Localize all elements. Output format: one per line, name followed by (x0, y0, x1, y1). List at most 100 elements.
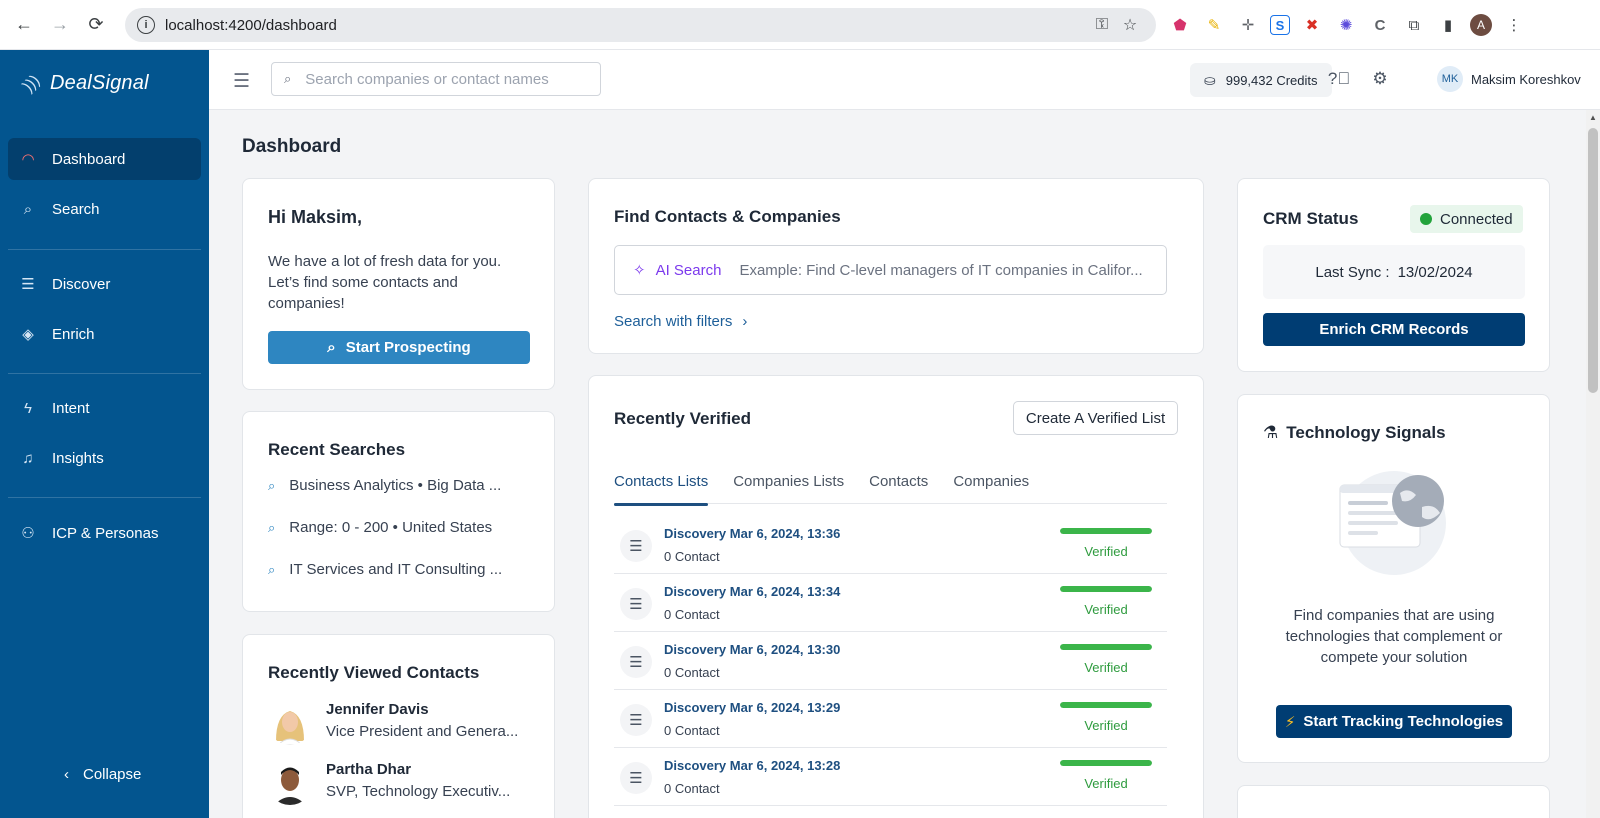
sidebar-item-dashboard[interactable]: ◠ Dashboard (8, 138, 201, 180)
sidebar-item-discover[interactable]: ☰ Discover (8, 263, 201, 305)
sidebar-item-icp-personas[interactable]: ⚇ ICP & Personas (8, 512, 201, 554)
recent-search-item[interactable]: ⌕ Range: 0 - 200 • United States (268, 519, 493, 536)
tab-contacts-lists[interactable]: Contacts Lists (614, 458, 709, 506)
list-name[interactable]: Discovery Mar 6, 2024, 13:29 (664, 700, 841, 715)
sidebar-item-insights[interactable]: ♫ Insights (8, 437, 201, 479)
user-menu[interactable]: MK Maksim Koreshkov (1437, 66, 1581, 92)
help-icon[interactable]: ?⃝ (1327, 69, 1351, 88)
verification-status: Verified (1084, 776, 1128, 791)
list-name[interactable]: Discovery Mar 6, 2024, 13:34 (664, 584, 841, 599)
greeting-text: We have a lot of fresh data for you. Let… (268, 253, 502, 312)
verified-list-row[interactable]: ☰ Discovery Mar 6, 2024, 13:34 0 Contact… (614, 574, 1167, 632)
recent-search-item[interactable]: ⌕ IT Services and IT Consulting ... (268, 561, 503, 578)
magic-wand-icon: ✧ (633, 262, 646, 279)
recent-search-item[interactable]: ⌕ Business Analytics • Big Data ... (268, 477, 502, 494)
recently-viewed-card: Recently Viewed Contacts Jennifer Davis … (242, 634, 555, 818)
extension-icon[interactable]: ✎ (1207, 17, 1221, 34)
key-icon[interactable]: ⚿ (1095, 16, 1109, 33)
technology-illustration (1336, 467, 1452, 577)
collapse-button[interactable]: ‹ Collapse (64, 766, 141, 783)
ai-search-placeholder[interactable]: Example: Find C-level managers of IT com… (739, 261, 1143, 279)
start-prospecting-label: Start Prospecting (345, 339, 471, 356)
credits-badge[interactable]: ⛀ 999,432 Credits (1190, 63, 1332, 97)
ai-search-label: AI Search (655, 261, 722, 279)
tab-companies[interactable]: Companies (953, 472, 1030, 490)
page-title: Dashboard (242, 136, 342, 157)
sidebar-item-search[interactable]: ⌕ Search (8, 188, 201, 230)
create-verified-list-button[interactable]: Create A Verified List (1013, 401, 1178, 435)
bolt-icon: ϟ (24, 399, 32, 417)
signal-icon: ))) (19, 71, 44, 95)
collapse-label: Collapse (83, 766, 142, 783)
contact-item[interactable]: Jennifer Davis Vice President and Genera… (268, 701, 528, 745)
bolt-icon: ⚡ (1284, 713, 1296, 731)
extension-icon[interactable]: ✖ (1305, 17, 1319, 34)
greeting-title: Hi Maksim, (268, 207, 363, 227)
enrich-crm-button[interactable]: Enrich CRM Records (1263, 313, 1525, 346)
crm-status-title: CRM Status (1263, 209, 1359, 228)
contact-name: Partha Dhar (326, 761, 412, 778)
ai-search-input[interactable]: ✧ AI Search Example: Find C-level manage… (614, 245, 1167, 295)
verification-progress-bar (1060, 586, 1152, 592)
tab-contacts[interactable]: Contacts (869, 472, 929, 490)
star-icon[interactable]: ☆ (1122, 17, 1138, 34)
scroll-up-icon[interactable]: ▲ (1589, 113, 1597, 122)
verified-list-row[interactable]: ☰ Discovery Mar 6, 2024, 13:36 0 Contact… (614, 516, 1167, 574)
verified-list-row[interactable]: ☰ Discovery Mar 6, 2024, 13:29 0 Contact… (614, 690, 1167, 748)
bell-icon: ♫ (22, 449, 34, 467)
page-scrollbar[interactable]: ▲ (1586, 110, 1600, 818)
extension-icon[interactable]: ✺ (1339, 17, 1353, 34)
sidebar-item-intent[interactable]: ϟ Intent (8, 387, 201, 429)
sidebar-item-label: Intent (52, 399, 90, 417)
sidebar-item-enrich[interactable]: ◈ Enrich (8, 313, 201, 355)
contact-item[interactable]: Partha Dhar SVP, Technology Executiv... (268, 761, 528, 805)
contact-name: Jennifer Davis (326, 701, 429, 718)
search-input[interactable] (305, 70, 576, 88)
list-name[interactable]: Discovery Mar 6, 2024, 13:30 (664, 642, 841, 657)
start-tracking-technologies-button[interactable]: ⚡ Start Tracking Technologies (1276, 705, 1512, 738)
puzzle-icon[interactable]: ⧉ (1408, 16, 1420, 34)
global-search[interactable]: ⌕ (271, 62, 601, 96)
find-contacts-card: Find Contacts & Companies ✧ AI Search Ex… (588, 178, 1204, 354)
verification-progress-bar (1060, 644, 1152, 650)
top-header: ☰ ⌕ ⛀ 999,432 Credits ?⃝ ⚙ MK Maksim Kor… (209, 50, 1600, 110)
sidebar-item-label: Insights (52, 449, 104, 467)
sidepanel-icon[interactable]: ▮ (1443, 17, 1453, 34)
recent-searches-card: Recent Searches ⌕ Business Analytics • B… (242, 411, 555, 612)
job-postings-signals-card (1237, 785, 1550, 818)
forward-arrow-icon[interactable]: → (51, 14, 69, 34)
reload-icon[interactable]: ⟳ (88, 14, 104, 34)
tab-companies-lists[interactable]: Companies Lists (733, 472, 845, 490)
scrollbar-thumb[interactable] (1588, 128, 1598, 393)
extension-icon[interactable]: ⬟ (1173, 17, 1187, 34)
recent-searches-title: Recent Searches (268, 440, 406, 459)
extension-icon[interactable]: C (1374, 16, 1386, 34)
verified-list-row[interactable]: ☰ Discovery Mar 6, 2024, 13:30 0 Contact… (614, 632, 1167, 690)
gear-icon[interactable]: ⚙ (1372, 69, 1388, 88)
profile-avatar[interactable]: A (1470, 14, 1492, 36)
verification-status: Verified (1084, 718, 1128, 733)
verified-list-row[interactable]: ☰ Discovery Mar 6, 2024, 13:28 0 Contact… (614, 748, 1167, 806)
list-name[interactable]: Discovery Mar 6, 2024, 13:28 (664, 758, 841, 773)
credits-text: 999,432 Credits (1225, 72, 1318, 88)
back-arrow-icon[interactable]: ← (15, 14, 33, 34)
url-text[interactable]: localhost:4200/dashboard (165, 16, 337, 34)
user-avatar: MK (1437, 66, 1463, 92)
sidebar-divider (8, 373, 201, 374)
list-icon: ☰ (620, 588, 652, 620)
address-bar[interactable]: i localhost:4200/dashboard ⚿ ☆ (125, 8, 1156, 42)
brand-logo[interactable]: ))) DealSignal (20, 71, 149, 95)
extension-icon[interactable]: S (1270, 15, 1290, 35)
start-prospecting-button[interactable]: ⌕ Start Prospecting (268, 331, 530, 364)
more-menu-icon[interactable]: ⋮ (1506, 17, 1522, 34)
site-info-icon[interactable]: i (137, 16, 155, 34)
list-count: 0 Contact (664, 781, 720, 796)
extension-icon[interactable]: ✛ (1241, 17, 1255, 34)
list-name[interactable]: Discovery Mar 6, 2024, 13:36 (664, 526, 841, 541)
search-with-filters-link[interactable]: Search with filters › (614, 313, 748, 330)
search-icon: ⌕ (268, 561, 276, 577)
hamburger-menu-icon[interactable]: ☰ (233, 71, 251, 92)
gauge-icon: ◠ (21, 151, 35, 168)
recently-verified-card: Recently Verified Create A Verified List… (588, 375, 1204, 818)
list-icon: ☰ (620, 646, 652, 678)
